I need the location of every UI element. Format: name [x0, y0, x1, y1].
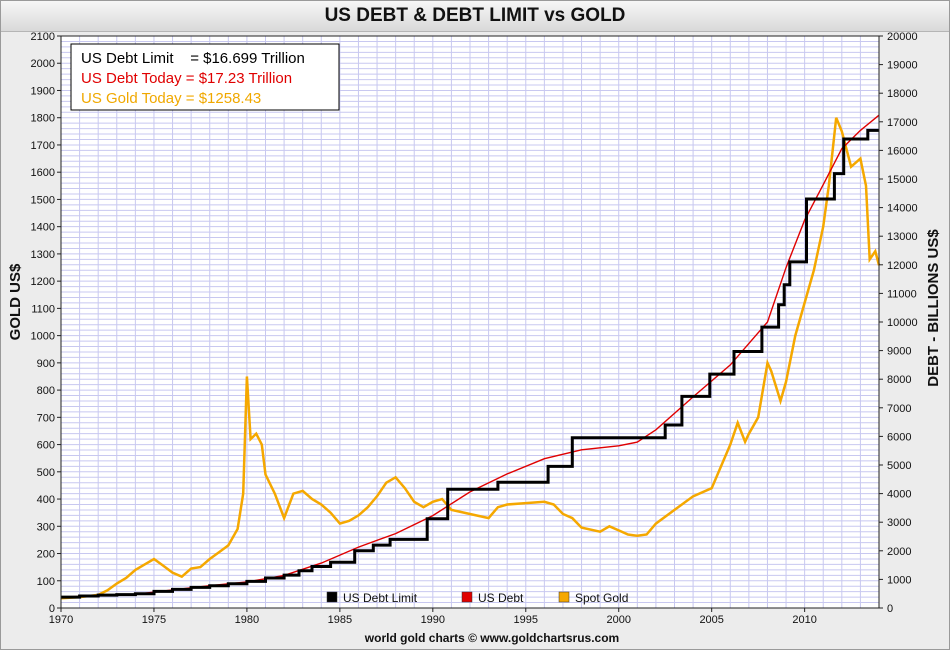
y-tick-label-left: 1700 [31, 140, 55, 152]
x-tick-label: 1975 [142, 614, 166, 626]
grid [61, 36, 879, 608]
y-tick-label-left: 0 [49, 603, 55, 615]
x-tick-label: 1985 [328, 614, 352, 626]
y-tick-label-right: 19000 [887, 60, 918, 72]
y-tick-label-right: 2000 [887, 546, 911, 558]
x-tick-label: 1995 [514, 614, 538, 626]
x-tick-label: 1990 [421, 614, 445, 626]
y-tick-label-left: 300 [37, 521, 55, 533]
y-tick-label-left: 1500 [31, 194, 55, 206]
y-tick-label-right: 18000 [887, 88, 918, 100]
y-tick-label-right: 14000 [887, 203, 918, 215]
y-tick-label-right: 16000 [887, 145, 918, 157]
y-tick-label-right: 4000 [887, 489, 911, 501]
y-tick-label-left: 1200 [31, 276, 55, 288]
y-tick-label-right: 12000 [887, 260, 918, 272]
y-tick-label-left: 200 [37, 549, 55, 561]
legend-swatch [326, 591, 338, 603]
info-debt-today: US Debt Today = $17.23 Trillion [81, 70, 292, 87]
legend-label: US Debt [478, 591, 524, 605]
y-tick-label-right: 15000 [887, 174, 918, 186]
x-tick-label: 2005 [699, 614, 723, 626]
y-tick-label-right: 0 [887, 603, 893, 615]
y-tick-label-left: 1800 [31, 113, 55, 125]
x-tick-label: 1970 [49, 614, 73, 626]
legend-swatch [558, 591, 570, 603]
y-tick-label-left: 2100 [31, 31, 55, 43]
y-axis-label-left: GOLD US$ [7, 263, 24, 340]
y-tick-label-right: 10000 [887, 317, 918, 329]
y-tick-label-left: 1900 [31, 85, 55, 97]
y-tick-label-right: 6000 [887, 431, 911, 443]
y-tick-label-left: 1400 [31, 222, 55, 234]
x-tick-label: 2000 [606, 614, 630, 626]
y-tick-label-left: 1300 [31, 249, 55, 261]
y-axis-label-right: DEBT - BILLIONS US$ [925, 229, 942, 387]
series-spot-gold [60, 117, 881, 600]
y-tick-label-left: 1000 [31, 331, 55, 343]
legend: US Debt Limit US Debt Spot Gold [326, 591, 628, 605]
y-tick-label-right: 17000 [887, 117, 918, 129]
legend-label: Spot Gold [575, 591, 628, 605]
y-tick-label-right: 1000 [887, 574, 911, 586]
info-box: US Debt Limit = $16.699 Trillion US Debt… [70, 43, 340, 111]
x-tick-label: 1980 [235, 614, 259, 626]
y-tick-label-right: 5000 [887, 460, 911, 472]
y-tick-label-right: 7000 [887, 403, 911, 415]
x-tick-label: 2010 [792, 614, 816, 626]
axes: 0 100 200 300 400 500 600 700 800 900 1000 1100 1200… [31, 31, 918, 626]
y-tick-label-right: 8000 [887, 374, 911, 386]
y-tick-label-left: 1100 [31, 303, 55, 315]
y-tick-label-left: 1600 [31, 167, 55, 179]
y-tick-label-right: 9000 [887, 346, 911, 358]
y-tick-label-left: 900 [37, 358, 55, 370]
info-debt-limit: US Debt Limit = $16.699 Trillion [81, 50, 305, 67]
footer-credit: world gold charts © www.goldchartsrus.co… [364, 631, 619, 645]
chart-title: US DEBT & DEBT LIMIT vs GOLD [1, 1, 949, 32]
y-tick-label-right: 11000 [887, 288, 917, 300]
y-tick-label-left: 400 [37, 494, 55, 506]
y-tick-label-left: 600 [37, 440, 55, 452]
legend-label: US Debt Limit [343, 591, 418, 605]
series-layer [60, 114, 881, 600]
y-tick-label-right: 13000 [887, 231, 918, 243]
y-tick-label-right: 3000 [887, 517, 911, 529]
info-gold-today: US Gold Today = $1258.43 [81, 90, 261, 107]
y-tick-label-left: 700 [37, 412, 55, 424]
y-tick-label-left: 800 [37, 385, 55, 397]
y-tick-label-right: 20000 [887, 31, 918, 43]
legend-swatch [461, 591, 473, 603]
y-tick-label-left: 500 [37, 467, 55, 479]
y-tick-label-left: 2000 [31, 58, 55, 70]
y-tick-label-left: 100 [37, 576, 55, 588]
series-us-debt-limit [61, 128, 879, 599]
